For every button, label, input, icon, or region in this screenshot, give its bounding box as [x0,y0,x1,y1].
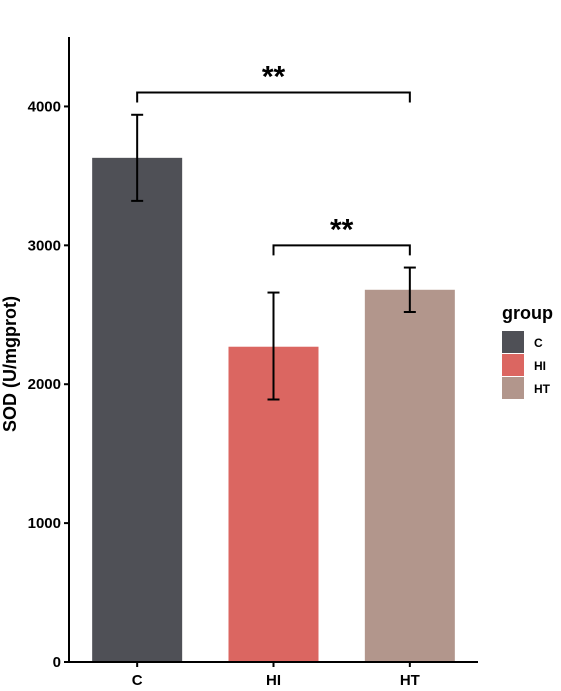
significance-label: ** [330,213,354,246]
legend-item-c: C [502,331,543,353]
x-tick-label-ht: HT [400,672,420,689]
y-tick-label: 4000 [28,98,61,115]
x-tick-label-hi: HI [266,672,281,689]
y-axis-title: SOD (U/mgprot) [0,296,20,432]
error-bar-ht [403,266,416,313]
legend: group C HI HT [502,303,553,399]
significance-bracket-1: ** [136,61,411,103]
y-tick-label: 0 [53,654,61,671]
legend-label: C [534,336,543,350]
legend-label: HI [534,359,546,373]
legend-label: HT [534,382,551,396]
significance-label: ** [262,61,286,94]
y-tick-label: 3000 [28,237,61,254]
significance-layer: ** ** [136,61,411,256]
y-tick-label: 1000 [28,515,61,532]
error-bars-layer [131,113,416,401]
x-tick-label-c: C [132,672,143,689]
legend-swatch [502,331,524,353]
error-bar-hi [267,291,280,401]
y-axis: 0 1000 2000 3000 4000 [28,37,70,671]
y-tick-label: 2000 [28,376,61,393]
bar-ht [364,289,455,662]
legend-swatch [502,354,524,376]
significance-bracket-2: ** [272,213,411,256]
legend-swatch [502,377,524,399]
legend-item-ht: HT [502,377,551,399]
error-bar-c [131,113,144,202]
legend-title: group [502,303,553,323]
bars-layer [92,157,455,663]
x-axis: C HI HT [69,661,478,689]
legend-item-hi: HI [502,354,546,376]
bar-c [92,157,183,663]
